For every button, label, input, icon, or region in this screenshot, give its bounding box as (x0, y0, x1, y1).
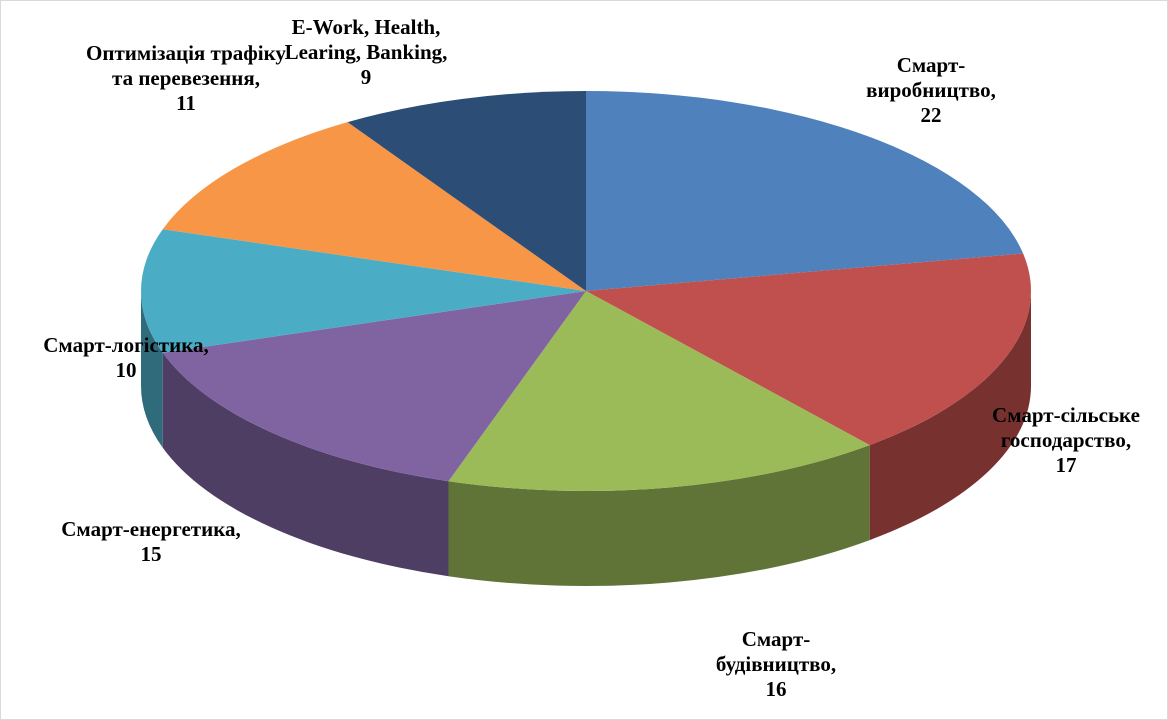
label-name: Смарт-виробництво, (866, 53, 996, 103)
label-name: E-Work, Health, Learing, Banking, (284, 15, 448, 65)
data-label: Смарт-логістика, 10 (1, 333, 261, 383)
label-name: Смарт-енергетика, (61, 517, 241, 541)
slice-side (448, 445, 870, 586)
label-name: Смарт-сільське господарство, (992, 403, 1140, 453)
label-value: 15 (140, 542, 162, 567)
slice (347, 91, 586, 291)
data-label: Смарт-виробництво, 22 (841, 53, 1021, 129)
data-label: Смарт-енергетика, 15 (56, 517, 246, 567)
label-name: Смарт-будівництво, (715, 627, 837, 677)
data-label: Оптимізація трафіку та перевезення, 11 (86, 41, 286, 117)
data-label: Смарт-сільське господарство, 17 (961, 403, 1167, 479)
label-value: 10 (115, 358, 137, 383)
label-name: Смарт-логістика, (43, 333, 209, 357)
slice (586, 91, 1024, 291)
label-value: 9 (360, 65, 372, 90)
slice (162, 291, 586, 482)
label-value: 16 (765, 677, 787, 702)
data-label: E-Work, Health, Learing, Banking, 9 (251, 15, 481, 91)
label-value: 17 (1055, 453, 1077, 478)
slice (448, 291, 870, 491)
slice (141, 229, 587, 353)
label-value: 11 (176, 91, 196, 116)
label-value: 22 (920, 103, 942, 128)
label-name: Оптимізація трафіку та перевезення, (86, 41, 286, 91)
slice-side (869, 291, 1031, 541)
data-label: Смарт-будівництво, 16 (686, 627, 866, 703)
slice-side (141, 291, 163, 448)
slice (586, 253, 1031, 446)
slice (162, 122, 586, 291)
slice-side (162, 352, 449, 577)
